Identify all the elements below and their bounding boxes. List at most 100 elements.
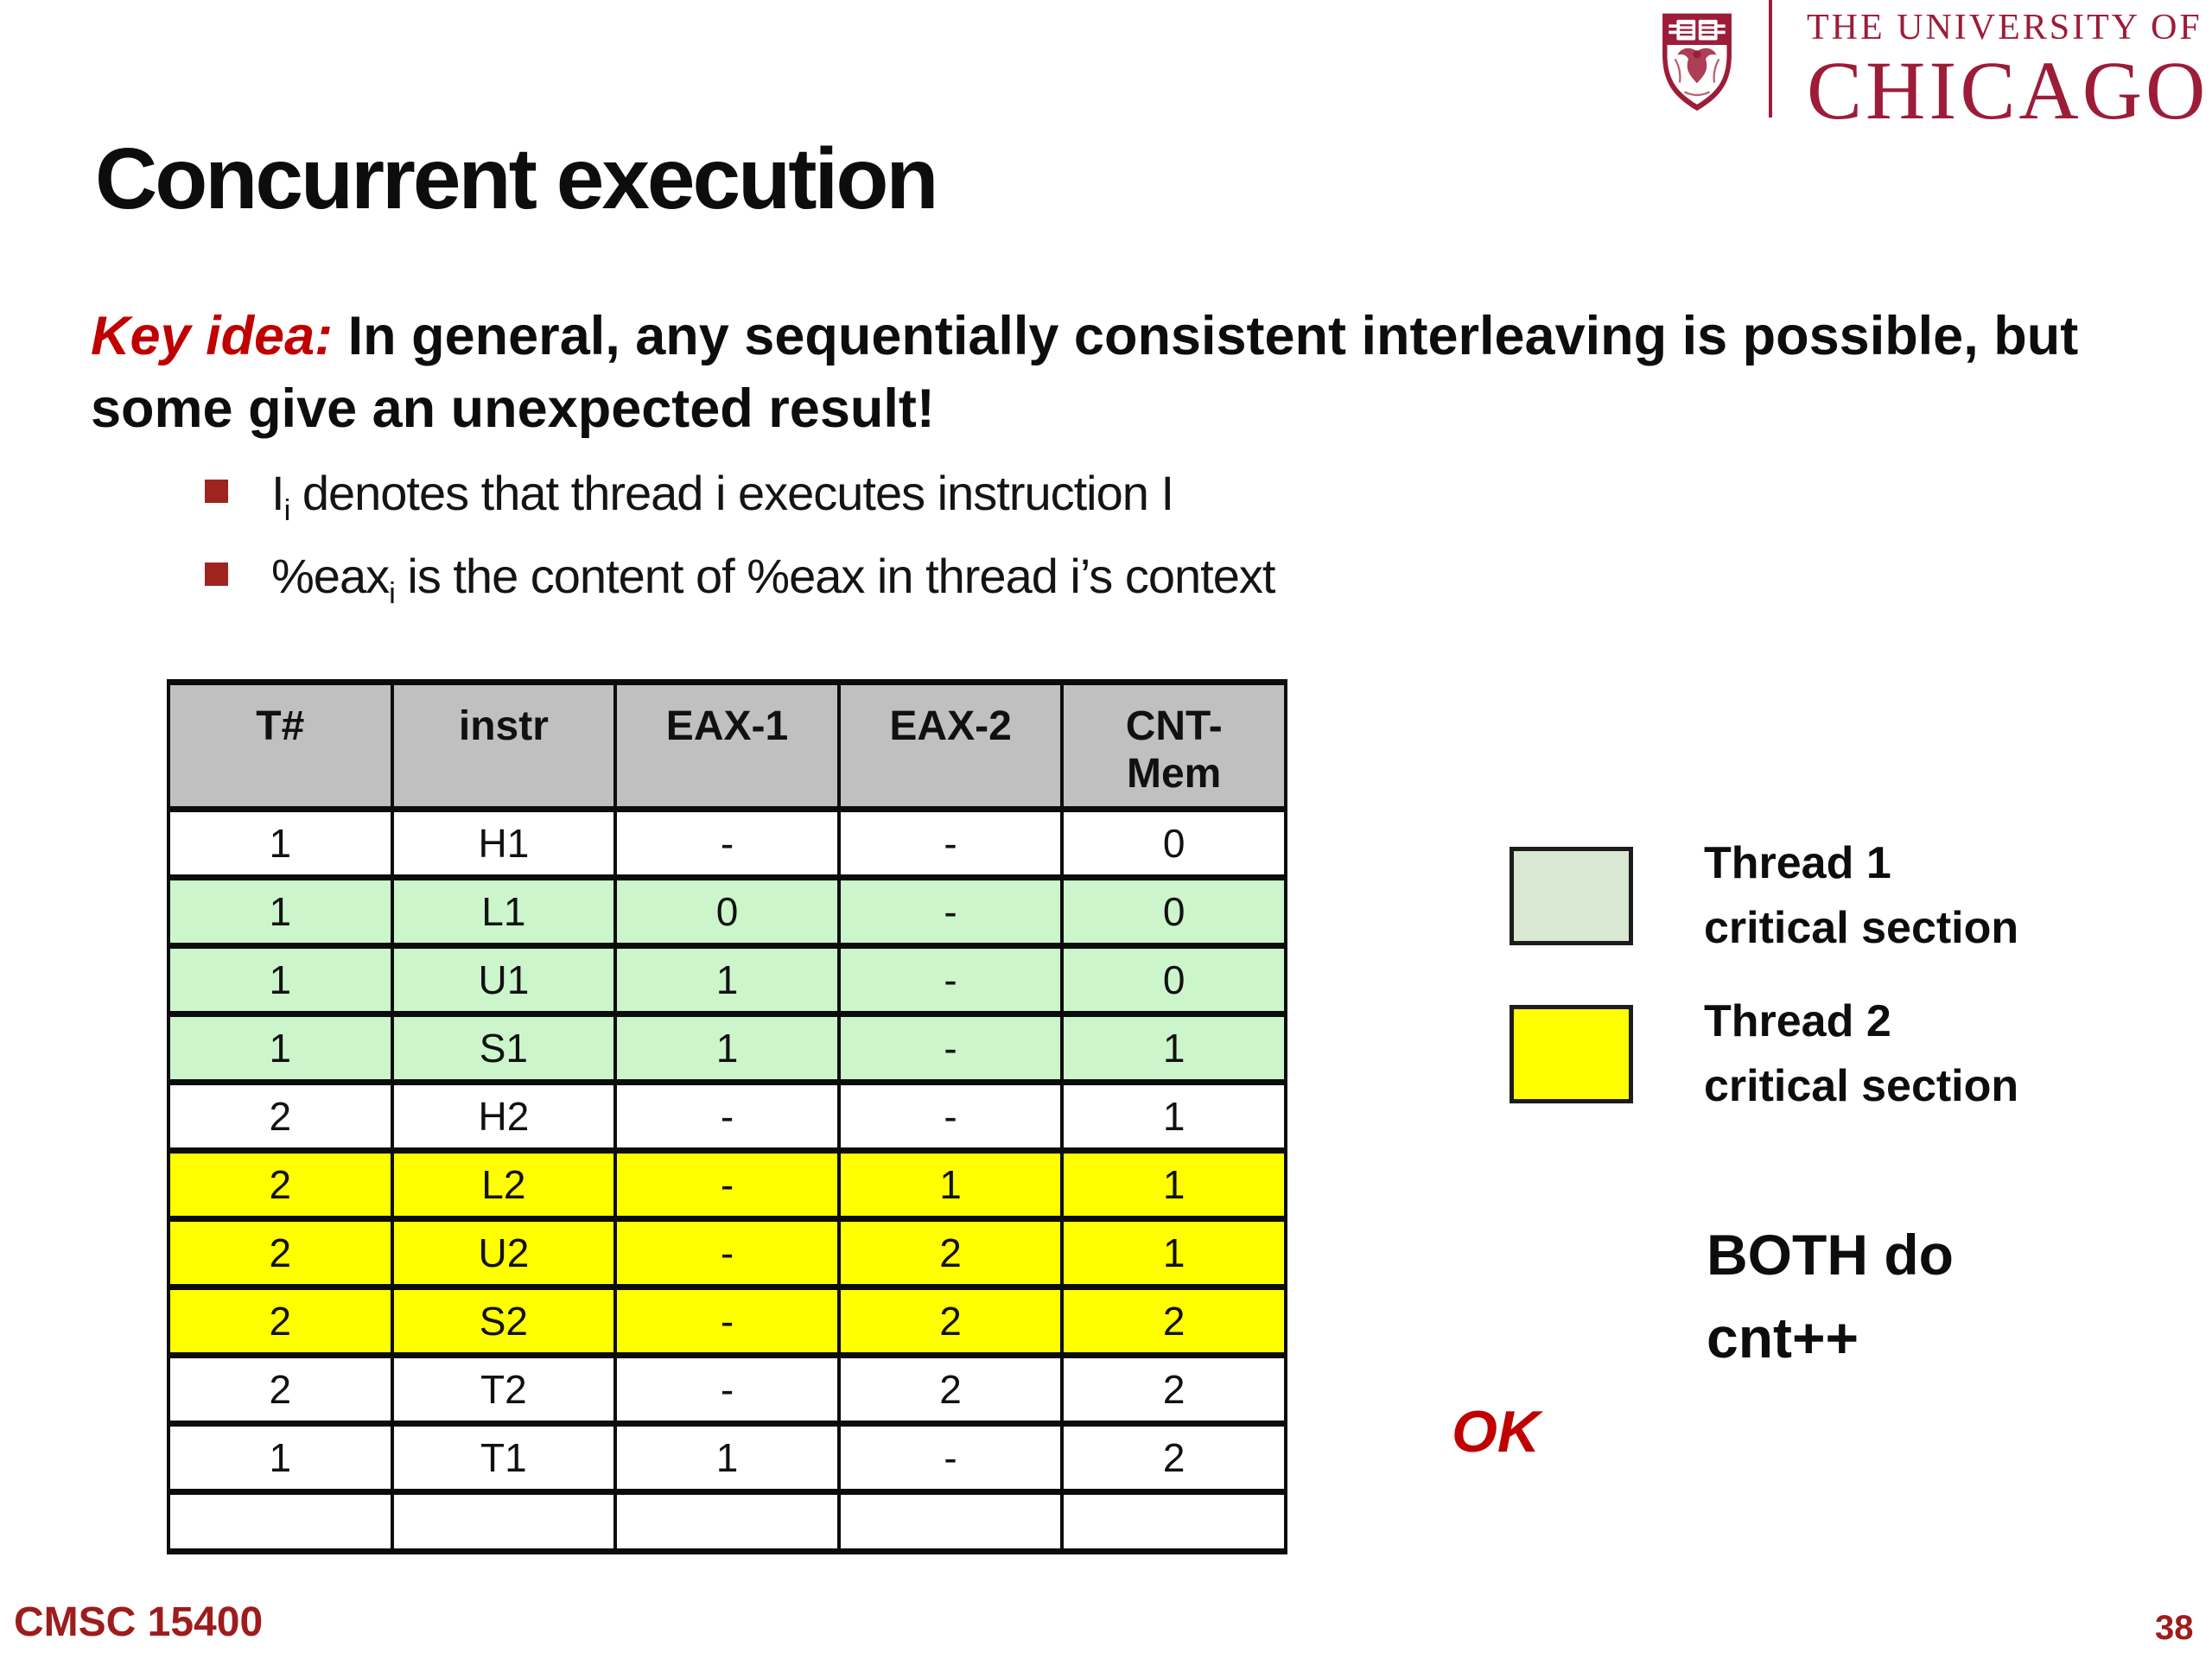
table-cell <box>167 1489 394 1554</box>
table-cell: - <box>836 1011 1065 1085</box>
interleaving-table: T# instr EAX-1 EAX-2 CNT-Mem 1 H1- -0 1 L1 0-… <box>167 679 1287 1554</box>
bullet-text: Ii denotes that thread i executes instru… <box>271 465 1174 526</box>
both-do-annotation: BOTH do cnt++ <box>1707 1214 1954 1379</box>
key-idea-paragraph: Key idea: In general, any sequentially c… <box>91 301 2104 446</box>
legend-label: Thread 1 critical section <box>1704 831 2018 962</box>
key-idea-label: Key idea: <box>91 306 334 366</box>
table-cell <box>390 1489 618 1554</box>
table-cell: 1 <box>167 874 394 949</box>
table-cell: - <box>836 874 1065 949</box>
wordmark-line2: CHICAGO <box>1807 44 2209 137</box>
thread2-swatch <box>1510 1005 1633 1104</box>
course-label: CMSC 15400 <box>14 1599 264 1645</box>
legend-label-line: Thread 1 <box>1704 838 1891 888</box>
list-item: Ii denotes that thread i executes instru… <box>205 465 1674 526</box>
table-cell: 2 <box>167 1284 394 1358</box>
table-cell: 1 <box>167 1011 394 1085</box>
table-row: 1 S1 1-1 <box>167 1011 1287 1085</box>
table-cell: 2 <box>836 1284 1065 1358</box>
table-cell: 1 <box>167 806 394 880</box>
legend-item-thread2: Thread 2 critical section <box>1510 989 2166 1120</box>
table-cell: 2 <box>167 1216 394 1290</box>
table-cell: 0 <box>613 874 841 949</box>
legend-label: Thread 2 critical section <box>1704 989 2018 1120</box>
table-cell: - <box>613 806 841 880</box>
bullet-term: I <box>271 466 285 520</box>
column-header: T# <box>167 679 394 812</box>
exec-table-body: 1 H1- -0 1 L1 0-0 1 U1 1-0 1 S1 1-1 2 H2- -1 2 L2-1 1 2 U2-… <box>167 806 1287 1554</box>
wordmark-line1: THE UNIVERSITY OF <box>1807 8 2202 48</box>
table-cell: 1 <box>1060 1147 1287 1222</box>
table-cell: 0 <box>1060 874 1287 949</box>
key-idea-text: In general, any sequentially consistent … <box>91 306 2079 439</box>
table-cell: T1 <box>390 1421 618 1495</box>
table-cell: 2 <box>1060 1284 1287 1358</box>
table-row: 1 H1- -0 <box>167 806 1287 880</box>
table-cell: - <box>836 806 1065 880</box>
page-title: Concurrent execution <box>95 130 938 227</box>
bullet-term: %eax <box>271 549 390 604</box>
bullet-rest: denotes that thread i executes instructi… <box>289 466 1174 520</box>
legend-label-line: critical section <box>1704 1061 2019 1112</box>
annotation-line: cnt++ <box>1707 1305 1859 1370</box>
table-cell: 2 <box>167 1079 394 1154</box>
table-cell: - <box>836 1421 1065 1495</box>
table-row <box>167 1489 1287 1554</box>
table-row: 1 U1 1-0 <box>167 943 1287 1017</box>
table-cell: S1 <box>390 1011 618 1085</box>
page-number: 38 <box>2155 1609 2194 1647</box>
table-cell: - <box>613 1079 841 1154</box>
uchicago-crest-icon <box>1662 13 1732 111</box>
table-cell <box>836 1489 1065 1554</box>
legend-item-thread1: Thread 1 critical section <box>1510 831 2166 962</box>
table-cell: H1 <box>390 806 618 880</box>
table-cell: 1 <box>613 1421 841 1495</box>
uchicago-logo: THE UNIVERSITY OF CHICAGO <box>1646 0 2212 156</box>
list-item: %eaxi is the content of %eax in thread i… <box>205 548 1674 609</box>
table-cell: - <box>836 1079 1065 1154</box>
table-cell: 1 <box>167 943 394 1017</box>
bullet-square-icon <box>205 563 228 587</box>
column-header: instr <box>390 679 618 812</box>
table-cell: L2 <box>390 1147 618 1222</box>
table-cell: 1 <box>1060 1216 1287 1290</box>
bullet-list: Ii denotes that thread i executes instru… <box>205 465 1674 631</box>
legend: Thread 1 critical section Thread 2 criti… <box>1510 831 2166 1147</box>
table-cell: S2 <box>390 1284 618 1358</box>
table-cell: 1 <box>613 943 841 1017</box>
table-row: 2 S2-2 2 <box>167 1284 1287 1358</box>
table-cell: - <box>613 1352 841 1427</box>
legend-label-line: Thread 2 <box>1704 995 1891 1046</box>
table-cell: U2 <box>390 1216 618 1290</box>
bullet-square-icon <box>205 480 228 503</box>
table-header-row: T# instr EAX-1 EAX-2 CNT-Mem <box>167 679 1287 812</box>
annotation-line: BOTH do <box>1707 1223 1954 1287</box>
table-row: 1 T1 1-2 <box>167 1421 1287 1495</box>
table-cell: H2 <box>390 1079 618 1154</box>
table-row: 1 L1 0-0 <box>167 874 1287 949</box>
table-cell: 2 <box>167 1352 394 1427</box>
table-cell: 0 <box>1060 806 1287 880</box>
table-cell: 2 <box>1060 1352 1287 1427</box>
uchicago-wordmark: THE UNIVERSITY OF CHICAGO <box>1807 7 2212 133</box>
table-cell: - <box>836 943 1065 1017</box>
thread1-swatch <box>1510 847 1633 946</box>
legend-label-line: critical section <box>1704 903 2019 954</box>
table-row: 2 T2-2 2 <box>167 1352 1287 1427</box>
logo-divider <box>1769 0 1772 118</box>
bullet-text: %eaxi is the content of %eax in thread i… <box>271 548 1275 609</box>
table-cell: 2 <box>167 1147 394 1222</box>
table-cell: 2 <box>836 1216 1065 1290</box>
table-cell <box>613 1489 841 1554</box>
column-header: EAX-2 <box>836 679 1065 812</box>
table-row: 2 U2-2 1 <box>167 1216 1287 1290</box>
table-cell: - <box>613 1216 841 1290</box>
bullet-rest: is the content of %eax in thread i’s con… <box>394 549 1275 604</box>
table-cell: 1 <box>613 1011 841 1085</box>
table-cell: 2 <box>836 1352 1065 1427</box>
table-cell: 1 <box>167 1421 394 1495</box>
table-row: 2 L2-1 1 <box>167 1147 1287 1222</box>
table-cell: - <box>613 1147 841 1222</box>
table-cell: 1 <box>1060 1011 1287 1085</box>
